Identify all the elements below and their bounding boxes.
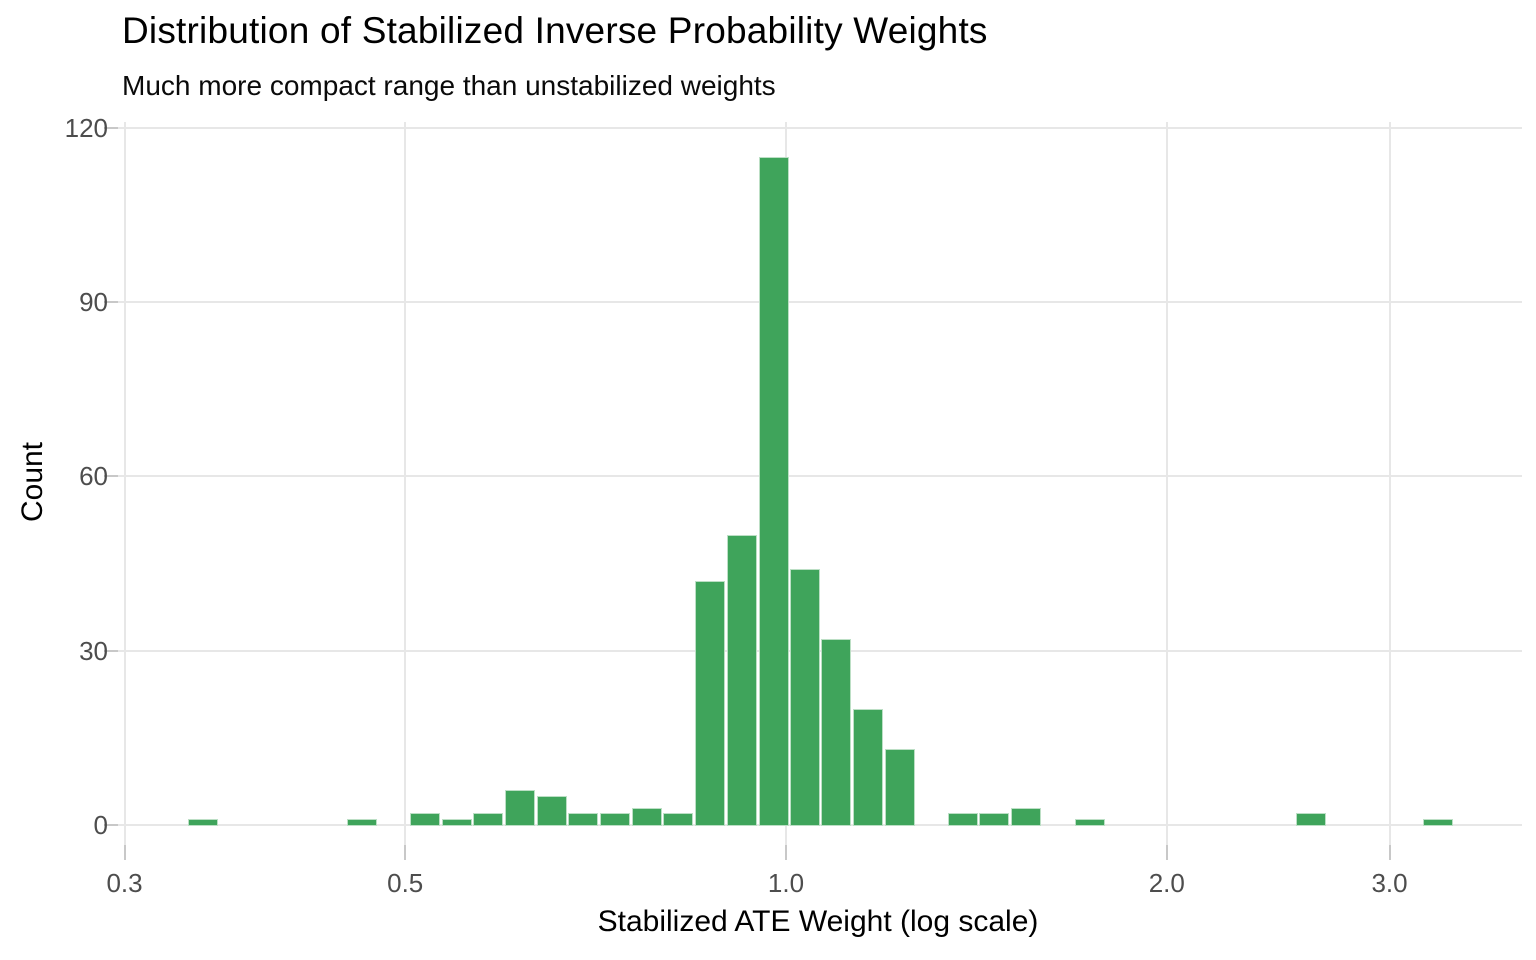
histogram-bar [1296, 813, 1327, 826]
y-tick-label: 0 [93, 810, 108, 840]
histogram-bar [758, 156, 789, 826]
histogram-bar [726, 534, 757, 826]
x-tick-label: 0.5 [387, 868, 424, 898]
histogram-bar [409, 813, 440, 826]
histogram-bar [346, 819, 377, 826]
y-axis-title: Count [16, 441, 49, 523]
y-tick-label: 30 [79, 635, 108, 666]
y-tick-label: 120 [64, 112, 108, 143]
histogram-bar [884, 749, 915, 826]
x-tick-mark [404, 845, 407, 860]
x-tick-mark [123, 845, 126, 860]
x-gridline [1165, 122, 1168, 845]
plot-title: Distribution of Stabilized Inverse Proba… [122, 10, 988, 51]
x-tick-mark [1165, 845, 1168, 860]
y-tick-mark [104, 475, 118, 478]
histogram-bar [853, 708, 883, 826]
x-tick-label: 3.0 [1371, 868, 1408, 898]
histogram-bar [600, 813, 631, 826]
x-gridline [404, 122, 407, 845]
y-tick-mark [104, 126, 118, 129]
y-tick-label: 90 [79, 287, 108, 318]
x-tick-mark [1388, 845, 1391, 860]
histogram-bar [1074, 819, 1105, 826]
x-gridline [123, 122, 126, 845]
histogram-bar [695, 580, 726, 826]
plot-panel [114, 122, 1522, 845]
histogram-bar [504, 790, 535, 826]
histogram-bar [947, 813, 978, 826]
histogram-bar [979, 813, 1010, 826]
y-tick-mark [104, 301, 118, 304]
histogram-bar [1422, 819, 1453, 826]
histogram-bar [441, 819, 472, 826]
y-tick-mark [104, 824, 118, 826]
histogram-bar [631, 807, 662, 826]
histogram-bar [567, 813, 598, 826]
x-tick-label: 0.3 [106, 868, 143, 898]
x-axis-title: Stabilized ATE Weight (log scale) [597, 905, 1039, 938]
y-tick-label: 60 [79, 461, 108, 492]
histogram-bar [187, 819, 218, 826]
x-tick-label: 2.0 [1148, 868, 1185, 898]
x-gridline [1388, 122, 1391, 845]
histogram-bar [472, 813, 503, 826]
y-gridline [114, 301, 1522, 304]
histogram-bar [821, 639, 852, 826]
x-tick-label: 1.0 [767, 868, 805, 898]
y-gridline [114, 475, 1522, 478]
histogram-bar [790, 569, 821, 826]
y-gridline [114, 126, 1522, 129]
plot-subtitle: Much more compact range than unstabilize… [122, 70, 776, 101]
y-tick-mark [104, 649, 118, 652]
histogram-bar [663, 813, 694, 826]
x-tick-mark [785, 845, 787, 860]
histogram-bar [536, 795, 567, 826]
histogram-bar [1011, 807, 1042, 826]
